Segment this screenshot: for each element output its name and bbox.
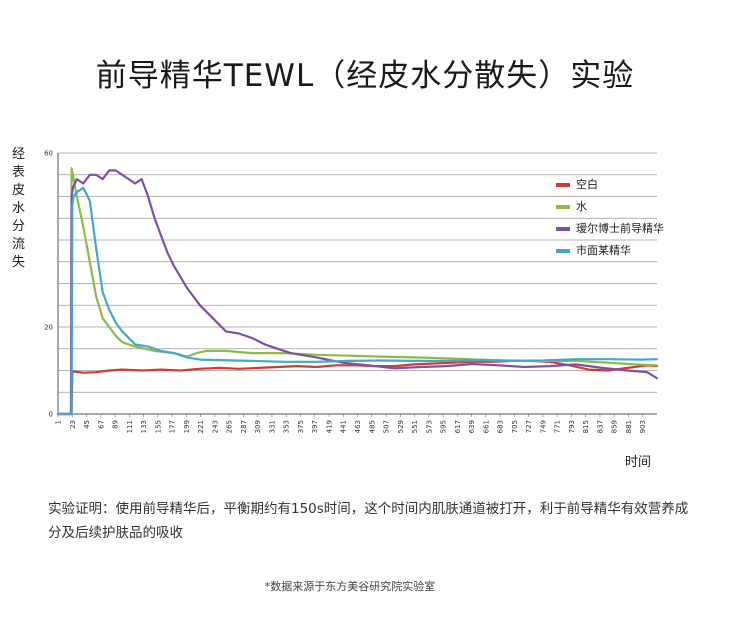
x-tick-label: 793 bbox=[568, 420, 576, 433]
x-tick-label: 133 bbox=[140, 420, 148, 433]
x-tick-label: 89 bbox=[112, 420, 120, 429]
y-tick-label: 60 bbox=[44, 150, 53, 158]
x-tick-label: 595 bbox=[440, 420, 448, 433]
legend-label-4: 市面某精华 bbox=[576, 243, 631, 257]
page-title: 前导精华TEWL（经皮水分散失）实验 bbox=[95, 58, 635, 94]
x-tick-label: 221 bbox=[197, 420, 205, 433]
x-tick-label: 507 bbox=[383, 420, 391, 433]
series-lines bbox=[56, 167, 659, 416]
x-tick-label: 573 bbox=[425, 420, 433, 433]
x-tick-label: 155 bbox=[154, 420, 162, 433]
x-tick-label: 243 bbox=[211, 420, 219, 433]
x-tick-label: 551 bbox=[411, 420, 419, 433]
x-tick-label: 353 bbox=[283, 420, 291, 433]
x-tick-label: 617 bbox=[454, 420, 462, 433]
x-tick-label: 815 bbox=[582, 420, 590, 433]
source-note: *数据来源于东方美谷研究院实验室 bbox=[264, 580, 436, 593]
x-tick-label: 705 bbox=[511, 420, 519, 433]
legend-label-2: 水 bbox=[576, 200, 587, 213]
y-axis-label: 经表皮水分流失 bbox=[12, 147, 26, 270]
x-tick-label: 683 bbox=[497, 420, 505, 433]
x-tick-label: 287 bbox=[240, 420, 248, 433]
x-tick-label: 727 bbox=[525, 420, 533, 433]
x-tick-label: 881 bbox=[625, 420, 633, 433]
legend-swatch-2 bbox=[556, 205, 570, 209]
legend-swatch-1 bbox=[556, 183, 570, 187]
x-tick-label: 485 bbox=[368, 420, 376, 433]
x-tick-label: 529 bbox=[397, 420, 405, 433]
x-tick-label: 397 bbox=[311, 420, 319, 433]
series-line-3 bbox=[56, 169, 659, 416]
x-tick-label: 45 bbox=[83, 420, 91, 429]
chart-axes: 0 20 60 1 23 45 67 89 111 133 155 177 199 221 243 265 28… bbox=[44, 150, 657, 433]
x-tick-label: 903 bbox=[639, 420, 647, 433]
x-tick-label: 837 bbox=[596, 420, 604, 433]
legend-label-1: 空白 bbox=[576, 177, 598, 191]
x-axis-label: 时间 bbox=[625, 455, 652, 470]
x-tick-label: 265 bbox=[226, 420, 234, 433]
y-tick-label: 20 bbox=[44, 324, 53, 332]
x-tick-label: 375 bbox=[297, 420, 305, 433]
legend-swatch-3 bbox=[556, 227, 570, 231]
x-tick-label: 441 bbox=[340, 420, 348, 433]
legend-label-3: 瑷尔博士前导精华 bbox=[576, 221, 664, 235]
x-tick-label: 23 bbox=[69, 420, 77, 429]
x-tick-label: 749 bbox=[539, 420, 547, 433]
x-tick-label: 661 bbox=[482, 420, 490, 433]
y-tick-label: 0 bbox=[49, 411, 53, 419]
x-tick-label: 771 bbox=[554, 420, 562, 433]
x-tick-label: 67 bbox=[97, 420, 105, 429]
x-tick-label: 331 bbox=[268, 420, 276, 433]
conclusion-text: 实验证明：使用前导精华后，平衡期约有150s时间，这个时间内肌肤通道被打开，利于… bbox=[48, 501, 689, 541]
series-line-1 bbox=[56, 359, 659, 416]
x-tick-label: 639 bbox=[468, 420, 476, 433]
series-line-4 bbox=[56, 186, 659, 416]
x-tick-label: 463 bbox=[354, 420, 362, 433]
x-tick-label: 309 bbox=[254, 420, 262, 433]
x-tick-label: 111 bbox=[126, 420, 134, 433]
x-tick-label: 199 bbox=[183, 420, 191, 433]
legend-swatch-4 bbox=[556, 249, 570, 253]
x-tick-label: 419 bbox=[325, 420, 333, 433]
x-tick-label: 177 bbox=[169, 420, 177, 433]
x-tick-label: 1 bbox=[55, 420, 63, 424]
x-tick-label: 859 bbox=[611, 420, 619, 433]
